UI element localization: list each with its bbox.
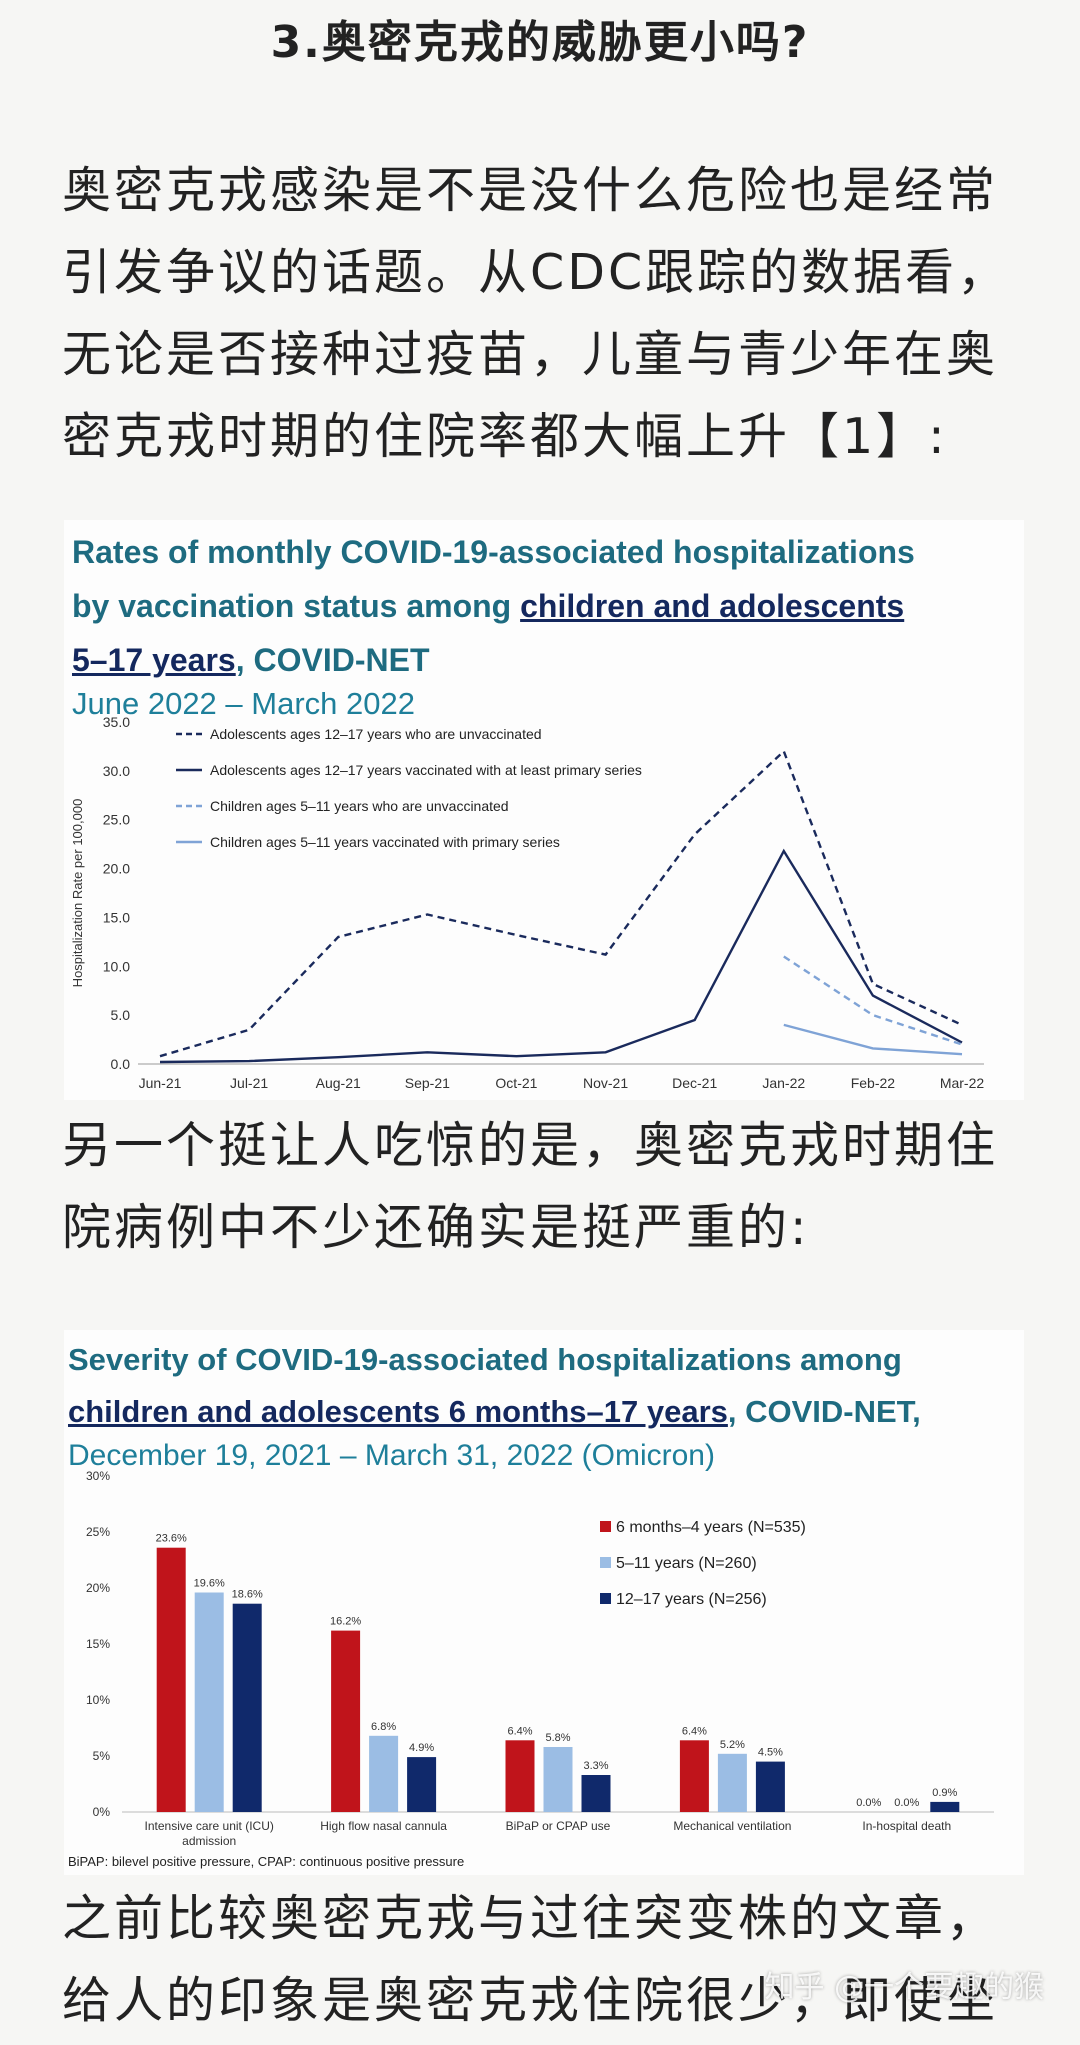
series-line-3 <box>783 1023 963 1056</box>
figure-severity: Severity of COVID-19-associated hospital… <box>64 1330 1024 1875</box>
bar <box>679 1740 709 1812</box>
watermark: 知乎 @一个要趣的猴 <box>764 1970 1044 2005</box>
line-chart: 0.0 5.0 10.0 15.0 20.0 25.0 30.0 35.0 Jun-21 Jul-… <box>70 714 985 1091</box>
y-tick-label: 0% <box>93 1805 111 1819</box>
figure1-title-source: , COVID-NET <box>235 642 430 678</box>
x-tick-label: Feb-22 <box>851 1075 896 1091</box>
y-tick-label: 15.0 <box>103 909 130 925</box>
legend-label: 6 months–4 years (N=535) <box>616 1519 806 1536</box>
legend-label: 5–11 years (N=260) <box>616 1555 757 1572</box>
bar-value-label: 6.4% <box>682 1725 707 1737</box>
x-tick-label: Sep-21 <box>405 1075 450 1091</box>
bar-value-label: 4.9% <box>409 1742 434 1754</box>
bar <box>369 1735 399 1812</box>
y-tick-label: 25% <box>86 1525 110 1539</box>
bar-value-label: 6.8% <box>371 1721 396 1733</box>
category-label: High flow nasal cannula <box>320 1819 447 1833</box>
series-line-0 <box>159 749 963 1058</box>
y-tick-label: 0.0 <box>111 1056 131 1072</box>
x-tick-label: Dec-21 <box>672 1075 717 1091</box>
y-tick-label: 20% <box>86 1581 110 1595</box>
y-tick-label: 10.0 <box>103 958 130 974</box>
bar <box>407 1757 437 1812</box>
bar-value-label: 0.9% <box>932 1787 957 1799</box>
figure2-title-underlined: children and adolescents 6 months–17 yea… <box>68 1394 728 1429</box>
y-tick-label: 30% <box>86 1469 110 1483</box>
paragraph-severity: 另一个挺让人吃惊的是，奥密克戎时期住院病例中不少还确实是挺严重的: <box>62 1117 999 1256</box>
legend-label: Children ages 5–11 years vaccinated with… <box>210 834 560 850</box>
figure1-title-line3: 5–17 years, COVID-NET <box>64 628 1024 682</box>
figure1-title-line2: by vaccination status among children and… <box>64 574 1024 628</box>
figure1-title-line1: Rates of monthly COVID-19-associated hos… <box>72 534 915 570</box>
x-tick-label: Mar-22 <box>940 1075 985 1091</box>
series-line-1 <box>159 848 963 1064</box>
x-tick-label: Nov-21 <box>583 1075 628 1091</box>
x-tick-label: Aug-21 <box>316 1075 361 1091</box>
x-tick-label: Jul-21 <box>230 1075 268 1091</box>
paragraph-comparison: 之前比较奥密克戎与过往突变株的文章，给人的印象是奥密克戎住院很少，即使坐 <box>62 1890 999 2029</box>
x-tick-label: Jun-21 <box>139 1075 182 1091</box>
bar <box>930 1801 960 1812</box>
legend-swatch <box>600 1521 611 1532</box>
y-tick-label: 5.0 <box>111 1007 131 1023</box>
figure1-title-part2: by vaccination status among <box>72 588 521 624</box>
bar-chart: 0% 5% 10% 15% 20% 25% 30% 23.6% 19.6% 18.6% Intens… <box>68 1469 994 1869</box>
section-heading: 3.奥密克戎的威胁更小吗? <box>270 17 810 68</box>
y-tick-label: 20.0 <box>103 861 130 877</box>
bar-value-label: 4.5% <box>758 1747 783 1759</box>
y-tick-label: 15% <box>86 1637 110 1651</box>
figure2-title-source: , COVID-NET, <box>727 1394 921 1429</box>
figure-hospitalization-rates: Rates of monthly COVID-19-associated hos… <box>64 520 1024 1100</box>
bar <box>581 1775 611 1812</box>
bar-value-label: 5.2% <box>720 1739 745 1751</box>
figure2-subtitle: December 19, 2021 – March 31, 2022 (Omic… <box>68 1439 715 1472</box>
figure2-title-line2: children and adolescents 6 months–17 yea… <box>64 1382 1024 1434</box>
x-tick-label: Oct-21 <box>495 1075 537 1091</box>
bar <box>505 1740 535 1812</box>
legend-label: Children ages 5–11 years who are unvacci… <box>210 798 509 814</box>
bar-value-label: 3.3% <box>583 1760 608 1772</box>
category-label: Intensive care unit (ICU) <box>145 1819 274 1833</box>
figure1-subtitle: June 2022 – March 2022 <box>72 686 415 721</box>
figure1-title-underlined: children and adolescents <box>520 588 905 624</box>
legend-swatch <box>600 1593 611 1604</box>
figure2-title-line1: Severity of COVID-19-associated hospital… <box>68 1342 902 1377</box>
category-label: admission <box>182 1834 236 1848</box>
legend-label: Adolescents ages 12–17 years who are unv… <box>210 726 542 742</box>
bar-value-label: 23.6% <box>156 1533 187 1545</box>
figure2-footnote: BiPAP: bilevel positive pressure, CPAP: … <box>68 1854 464 1869</box>
bar-value-label: 0.0% <box>894 1797 919 1809</box>
paragraph-hospitalization-rates: 奥密克戎感染是不是没什么危险也是经常引发争议的话题。从CDC跟踪的数据看，无论是… <box>62 162 1010 465</box>
bar <box>543 1747 573 1812</box>
y-axis-label: Hospitalization Rate per 100,000 <box>70 799 85 988</box>
y-tick-label: 30.0 <box>103 763 130 779</box>
category-label: Mechanical ventilation <box>673 1819 791 1833</box>
bar-value-label: 5.8% <box>545 1732 570 1744</box>
bar-value-label: 18.6% <box>232 1589 263 1601</box>
bar-value-label: 0.0% <box>856 1797 881 1809</box>
series-line-2 <box>783 955 963 1046</box>
bar <box>331 1630 361 1812</box>
y-tick-label: 25.0 <box>103 812 130 828</box>
y-tick-label: 10% <box>86 1693 110 1707</box>
legend-label: 12–17 years (N=256) <box>616 1591 767 1608</box>
x-tick-label: Jan-22 <box>762 1075 805 1091</box>
bar <box>755 1761 785 1812</box>
figure1-title-age-range: 5–17 years <box>72 642 236 678</box>
bar-value-label: 6.4% <box>507 1725 532 1737</box>
bar <box>194 1592 224 1812</box>
legend-swatch <box>600 1557 611 1568</box>
y-tick-label: 35.0 <box>103 714 130 730</box>
category-label: In-hospital death <box>862 1819 951 1833</box>
bar <box>232 1603 262 1812</box>
bar <box>156 1547 186 1812</box>
y-tick-label: 5% <box>93 1749 111 1763</box>
legend-label: Adolescents ages 12–17 years vaccinated … <box>210 762 642 778</box>
bar-value-label: 19.6% <box>194 1578 225 1590</box>
bar <box>717 1753 747 1812</box>
category-label: BiPaP or CPAP use <box>506 1819 611 1833</box>
bar-value-label: 16.2% <box>330 1616 361 1628</box>
